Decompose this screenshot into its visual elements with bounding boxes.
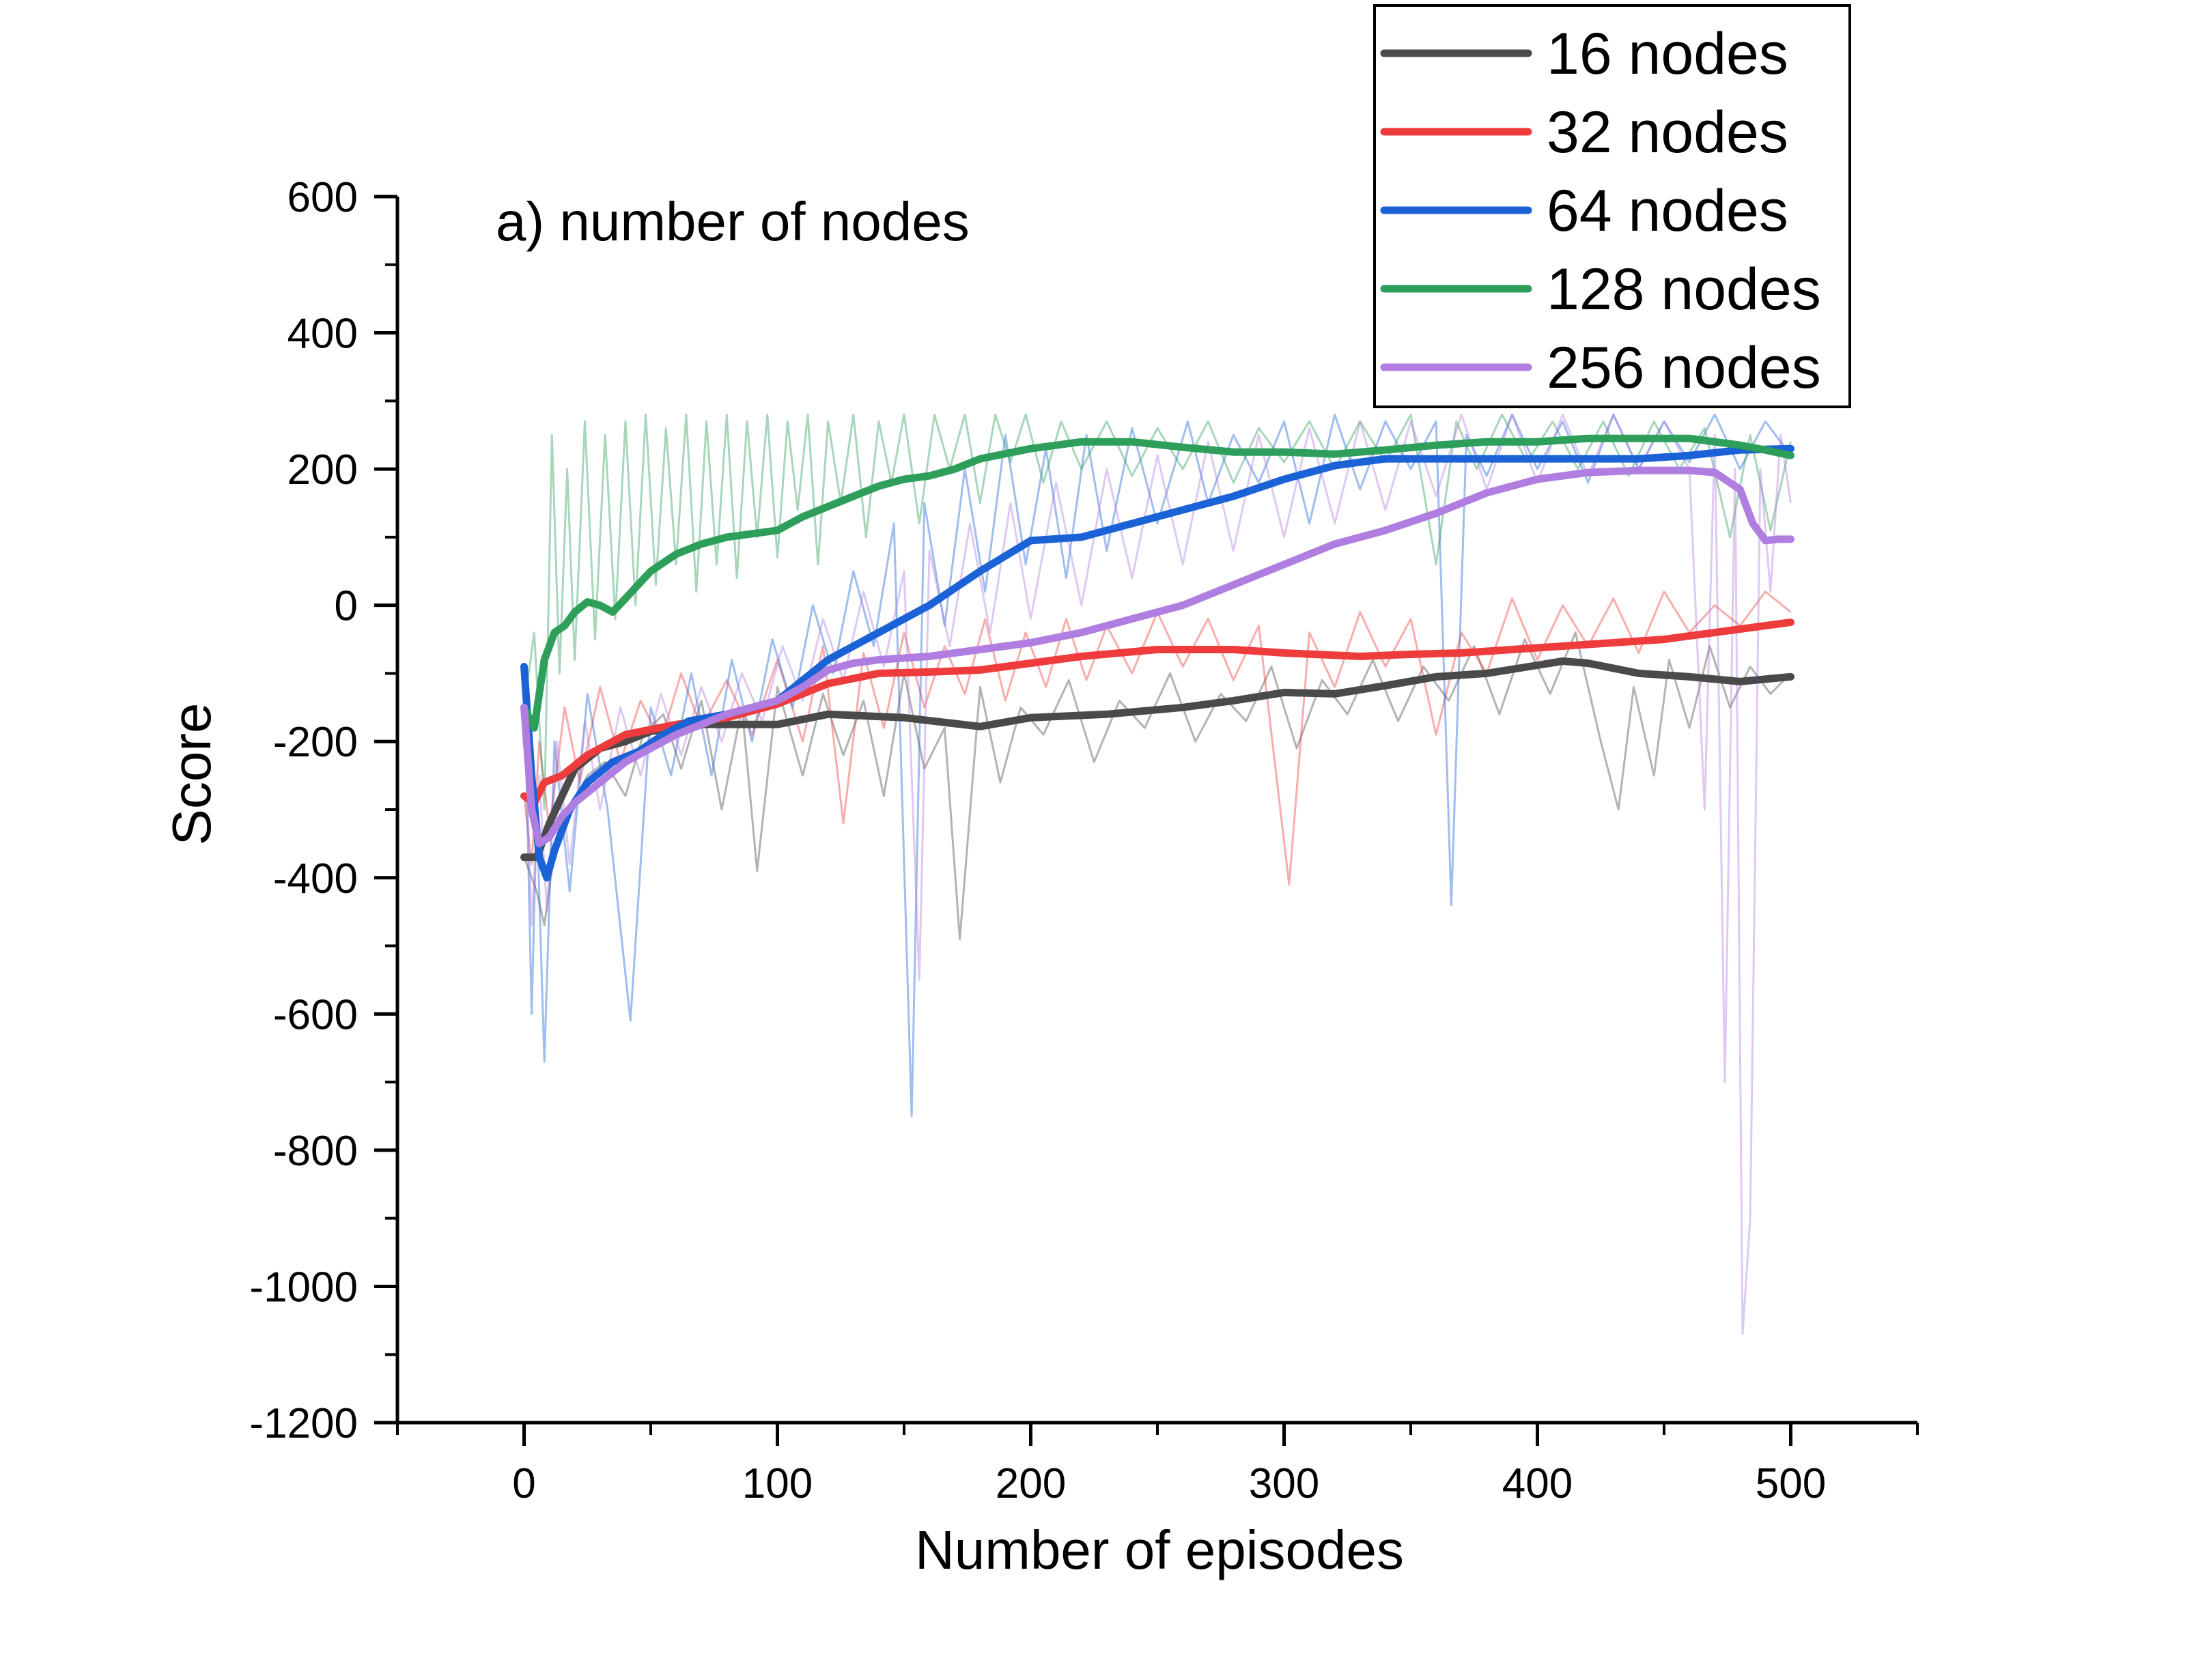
y-tick-label: -200 bbox=[273, 719, 358, 766]
smoothed-series-line-1 bbox=[520, 618, 1794, 807]
x-axis-title: Number of episodes bbox=[915, 1520, 1404, 1580]
raw-series-line-2 bbox=[523, 413, 1792, 1117]
raw-series-layer bbox=[523, 413, 1792, 1335]
x-tick-label: 500 bbox=[1756, 1460, 1826, 1507]
x-tick-label: 300 bbox=[1249, 1460, 1319, 1507]
legend-label-1: 32 nodes bbox=[1547, 100, 1788, 165]
legend-label-3: 128 nodes bbox=[1547, 257, 1821, 322]
y-tick-label: 0 bbox=[335, 583, 358, 630]
smoothed-series-line-4 bbox=[520, 466, 1794, 848]
legend-box bbox=[1373, 4, 1851, 408]
x-tick-label: 0 bbox=[512, 1460, 535, 1507]
legend-label-4: 256 nodes bbox=[1547, 335, 1821, 401]
legend: 16 nodes 32 nodes 64 nodes 128 nodes 256 nod… bbox=[1373, 4, 1851, 408]
chart-annotation: a) number of nodes bbox=[496, 191, 970, 252]
y-tick-label: -400 bbox=[273, 855, 358, 902]
y-axis-title: Score bbox=[161, 703, 222, 846]
x-tick-label: 400 bbox=[1502, 1460, 1573, 1507]
x-tick-label: 100 bbox=[742, 1460, 813, 1507]
y-tick-label: -600 bbox=[273, 991, 358, 1038]
y-tick-label: 400 bbox=[287, 311, 358, 358]
axes: -1200 -1000 -800 -600 -400 -200 0 200 400 600 0 100… bbox=[249, 174, 1919, 1507]
y-tick-label: 200 bbox=[287, 446, 358, 494]
smoothed-series-line-3 bbox=[520, 434, 1794, 732]
y-tick-label: 600 bbox=[287, 174, 358, 221]
raw-series-line-0 bbox=[523, 631, 1792, 941]
legend-label-0: 16 nodes bbox=[1547, 21, 1788, 87]
legend-label-2: 64 nodes bbox=[1547, 178, 1788, 244]
x-tick-label: 200 bbox=[996, 1460, 1066, 1507]
y-tick-label: -1200 bbox=[249, 1400, 358, 1447]
y-tick-label: -800 bbox=[273, 1128, 358, 1175]
smoothed-series-layer bbox=[520, 434, 1794, 882]
y-tick-label: -1000 bbox=[249, 1264, 358, 1311]
raw-series-line-4 bbox=[523, 413, 1792, 1335]
raw-series-line-1 bbox=[523, 590, 1792, 886]
